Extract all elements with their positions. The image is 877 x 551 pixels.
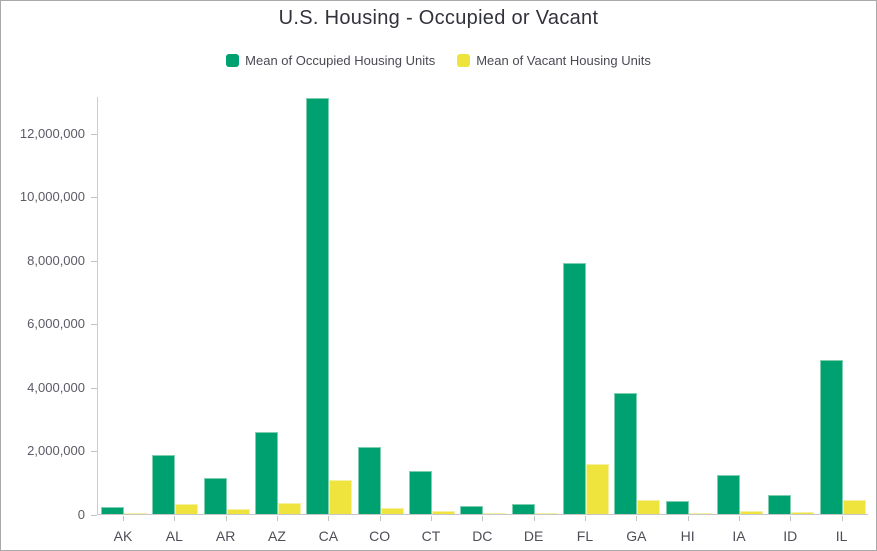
y-axis-label: 6,000,000 <box>27 316 85 332</box>
bar-occupied-ID[interactable] <box>768 494 792 514</box>
y-axis-tick <box>91 451 97 453</box>
x-axis-label-IA: IA <box>732 527 746 544</box>
y-axis-label: 8,000,000 <box>27 252 85 268</box>
y-axis-label: 10,000,000 <box>19 189 85 205</box>
x-axis-tick <box>123 515 124 521</box>
y-axis-label: 4,000,000 <box>27 379 85 395</box>
x-axis-tick <box>174 515 176 521</box>
x-axis-label-CA: CA <box>318 527 339 544</box>
legend-item-vacant[interactable]: Mean of Vacant Housing Units <box>457 53 651 68</box>
bar-vacant-AZ[interactable] <box>277 502 301 514</box>
bar-occupied-AZ[interactable] <box>254 431 278 514</box>
legend-item-occupied[interactable]: Mean of Occupied Housing Units <box>226 53 435 68</box>
bar-occupied-IL[interactable] <box>819 359 843 514</box>
x-axis-tick <box>276 515 278 521</box>
x-axis-tick <box>841 515 843 521</box>
y-axis-tick <box>91 133 97 135</box>
x-axis-label-DC: DC <box>472 527 493 544</box>
x-axis-tick <box>482 515 484 521</box>
x-axis-label-DE: DE <box>523 527 544 544</box>
bar-vacant-GA[interactable] <box>637 499 661 514</box>
x-axis-tick <box>328 515 330 521</box>
y-axis-tick <box>91 324 97 326</box>
x-axis-tick <box>430 515 432 521</box>
y-axis-label: 2,000,000 <box>27 443 85 459</box>
x-axis-label-AR: AR <box>215 527 236 544</box>
x-axis-label-GA: GA <box>626 527 647 544</box>
x-axis-label-CT: CT <box>421 527 441 544</box>
y-axis-tick <box>91 260 97 262</box>
bar-occupied-CO[interactable] <box>357 446 381 514</box>
bar-occupied-DC[interactable] <box>460 505 484 514</box>
occupied-swatch-icon <box>226 54 240 67</box>
y-axis-label: 12,000,000 <box>19 125 85 141</box>
bar-vacant-ID[interactable] <box>791 511 815 514</box>
bar-occupied-CT[interactable] <box>408 470 432 514</box>
bar-vacant-FL[interactable] <box>585 463 609 514</box>
legend-label-vacant: Mean of Vacant Housing Units <box>476 53 651 68</box>
x-axis-tick <box>636 515 638 521</box>
bar-vacant-DE[interactable] <box>534 512 558 514</box>
bar-occupied-IA[interactable] <box>716 474 740 514</box>
y-axis-tick <box>91 514 97 516</box>
x-axis-tick <box>687 515 689 521</box>
bar-vacant-DC[interactable] <box>483 512 507 514</box>
bar-vacant-IL[interactable] <box>842 499 866 514</box>
y-axis-label: 0 <box>77 506 85 522</box>
x-axis-label-FL: FL <box>576 527 594 544</box>
bar-vacant-AL[interactable] <box>175 503 199 514</box>
bar-vacant-AK[interactable] <box>124 512 147 514</box>
x-axis-tick <box>533 515 535 521</box>
x-axis-tick <box>584 515 586 521</box>
x-axis-label-CO: CO <box>369 527 391 544</box>
chart-title: U.S. Housing - Occupied or Vacant <box>278 7 599 29</box>
bar-vacant-CT[interactable] <box>431 510 455 514</box>
y-axis-tick <box>91 387 97 389</box>
bar-vacant-AR[interactable] <box>226 508 250 514</box>
bar-vacant-CO[interactable] <box>380 507 404 514</box>
x-axis-tick <box>738 515 740 521</box>
bar-vacant-CA[interactable] <box>329 479 353 514</box>
x-axis-label-AZ: AZ <box>268 527 286 544</box>
legend: Mean of Occupied Housing Units Mean of V… <box>1 53 876 68</box>
bar-occupied-DE[interactable] <box>511 503 535 514</box>
bar-occupied-HI[interactable] <box>665 500 689 514</box>
x-axis-label-IL: IL <box>835 527 848 544</box>
bar-occupied-GA[interactable] <box>614 392 638 514</box>
bar-occupied-AR[interactable] <box>203 477 227 514</box>
x-axis-label-AK: AK <box>113 527 133 544</box>
x-axis-tick <box>225 515 227 521</box>
bar-vacant-HI[interactable] <box>688 512 712 514</box>
bar-vacant-IA[interactable] <box>739 510 763 514</box>
x-axis-tick <box>379 515 381 521</box>
bar-occupied-AL[interactable] <box>152 454 176 514</box>
vacant-swatch-icon <box>457 54 471 67</box>
x-axis-label-HI: HI <box>680 527 695 544</box>
y-axis-tick <box>91 197 97 199</box>
plot-area <box>97 97 868 515</box>
legend-label-occupied: Mean of Occupied Housing Units <box>245 53 436 68</box>
bar-occupied-FL[interactable] <box>562 262 586 514</box>
x-axis-tick <box>790 515 792 521</box>
bar-occupied-AK[interactable] <box>101 506 124 514</box>
x-axis-label-AL: AL <box>165 527 183 544</box>
x-axis-label-ID: ID <box>783 527 798 544</box>
bar-occupied-CA[interactable] <box>306 97 330 514</box>
